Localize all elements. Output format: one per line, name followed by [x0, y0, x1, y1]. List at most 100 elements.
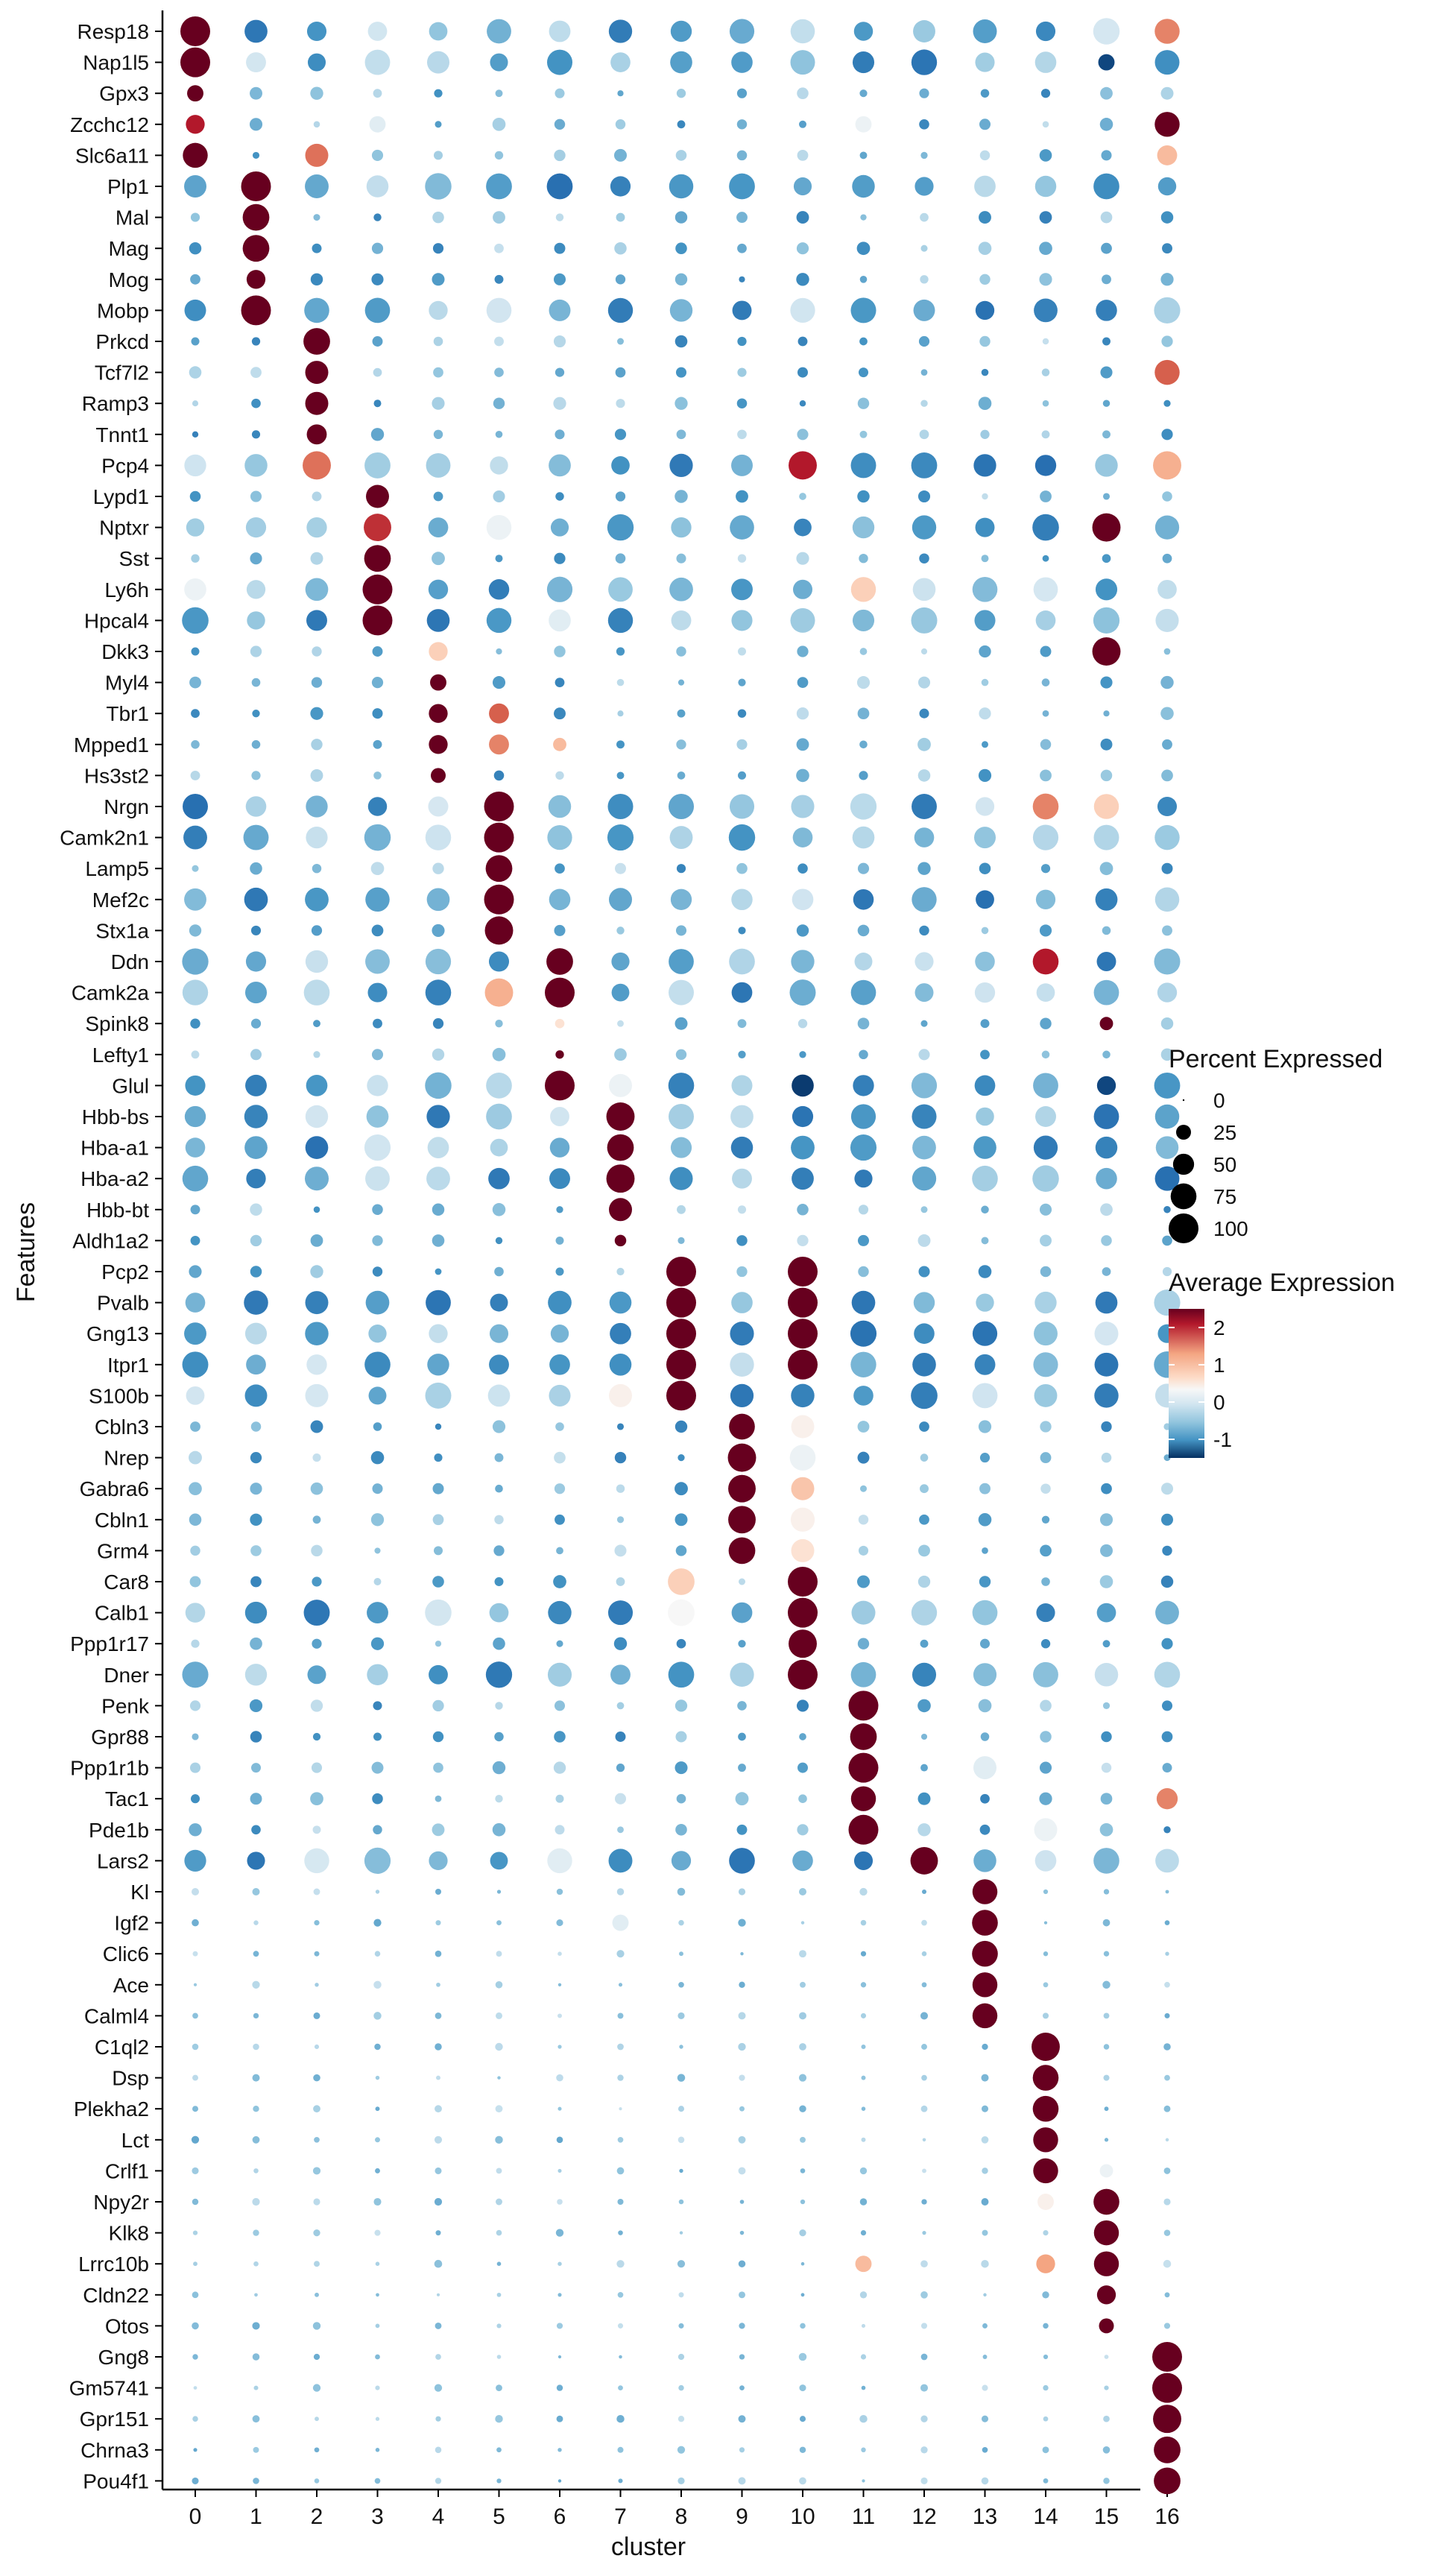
- dot: [676, 89, 686, 98]
- dot: [1040, 645, 1052, 657]
- dot: [252, 2415, 260, 2423]
- dot: [675, 1420, 688, 1433]
- dot: [1095, 1136, 1118, 1159]
- x-tick-label: 4: [432, 2504, 445, 2529]
- dot: [253, 2385, 259, 2390]
- dot: [432, 211, 444, 224]
- gene-label: Mef2c: [92, 888, 149, 912]
- dot: [190, 1794, 200, 1804]
- dot: [1165, 1890, 1169, 1894]
- dot: [737, 647, 747, 656]
- dot: [556, 2136, 563, 2144]
- dot: [1153, 451, 1181, 480]
- dot: [488, 579, 510, 600]
- dot: [365, 949, 390, 974]
- dot: [429, 1664, 448, 1685]
- dot: [180, 16, 210, 46]
- dot: [246, 580, 266, 599]
- dot: [549, 1168, 570, 1190]
- dot: [191, 1887, 200, 1896]
- dot: [799, 1733, 806, 1740]
- dot: [1099, 2164, 1113, 2178]
- dot: [1043, 2478, 1049, 2484]
- dot: [917, 862, 931, 875]
- dot: [858, 1266, 869, 1278]
- dot: [373, 367, 382, 377]
- dot: [982, 2229, 988, 2236]
- dot: [1033, 2127, 1058, 2153]
- dot: [737, 1701, 747, 1711]
- dot: [1103, 1889, 1110, 1895]
- dot: [436, 2075, 440, 2080]
- dot: [435, 1641, 442, 1647]
- size-legend-dot: [1169, 1213, 1198, 1243]
- dot: [1034, 1850, 1057, 1872]
- dot: [250, 1513, 262, 1526]
- dot: [1042, 2291, 1049, 2299]
- dot: [1099, 118, 1113, 131]
- dot: [677, 2416, 685, 2422]
- dot: [668, 793, 695, 820]
- dot: [310, 273, 323, 286]
- dot: [435, 2105, 442, 2113]
- dot: [1101, 150, 1112, 161]
- dot: [911, 1073, 938, 1099]
- dot: [788, 1567, 818, 1597]
- dot: [671, 517, 692, 538]
- dot: [792, 1850, 813, 1872]
- dot: [310, 1792, 323, 1806]
- dot: [978, 397, 992, 411]
- dot: [921, 1982, 927, 1988]
- gene-label: Hpcal4: [84, 609, 149, 632]
- dot: [737, 243, 747, 253]
- dot: [980, 89, 990, 98]
- dot: [1104, 2138, 1109, 2142]
- dot: [731, 454, 753, 476]
- dot: [1033, 2158, 1058, 2184]
- dot: [857, 397, 870, 409]
- dot: [314, 1919, 320, 1926]
- dot: [556, 2323, 563, 2329]
- dot: [788, 1349, 818, 1380]
- dot: [859, 89, 868, 98]
- dot: [367, 982, 388, 1003]
- gene-label: Ramp3: [82, 392, 149, 415]
- dot: [616, 1423, 625, 1430]
- dot: [310, 1265, 323, 1278]
- dot: [792, 827, 813, 847]
- dot: [312, 1453, 321, 1462]
- dot: [615, 553, 626, 564]
- dot: [921, 2044, 927, 2050]
- dot: [1041, 430, 1050, 439]
- dot: [975, 52, 995, 72]
- dot: [492, 1823, 506, 1837]
- dot: [493, 770, 505, 781]
- dot: [669, 949, 694, 974]
- dot: [1157, 982, 1178, 1003]
- dot: [432, 1203, 445, 1216]
- dot: [738, 2012, 746, 2020]
- dot: [797, 645, 809, 657]
- dot: [1040, 1639, 1051, 1649]
- dot: [304, 297, 329, 323]
- dot: [615, 119, 626, 130]
- dot: [677, 120, 686, 129]
- dot: [848, 1814, 879, 1845]
- dot: [797, 677, 809, 688]
- dot: [554, 119, 566, 130]
- dot: [425, 1382, 452, 1409]
- dot: [1165, 2138, 1169, 2142]
- color-legend-label: 1: [1213, 1354, 1225, 1377]
- dot: [557, 2448, 562, 2452]
- dot: [616, 212, 625, 222]
- dot: [979, 211, 991, 224]
- dot: [1164, 1981, 1170, 1988]
- dot: [547, 1662, 572, 1687]
- dot: [306, 517, 327, 538]
- gene-label: Plekha2: [74, 2097, 149, 2121]
- dot: [1154, 2436, 1181, 2463]
- dot: [367, 1664, 388, 1686]
- size-legend-dot: [1182, 1099, 1185, 1102]
- dot: [1043, 2416, 1049, 2422]
- dot: [728, 1537, 756, 1565]
